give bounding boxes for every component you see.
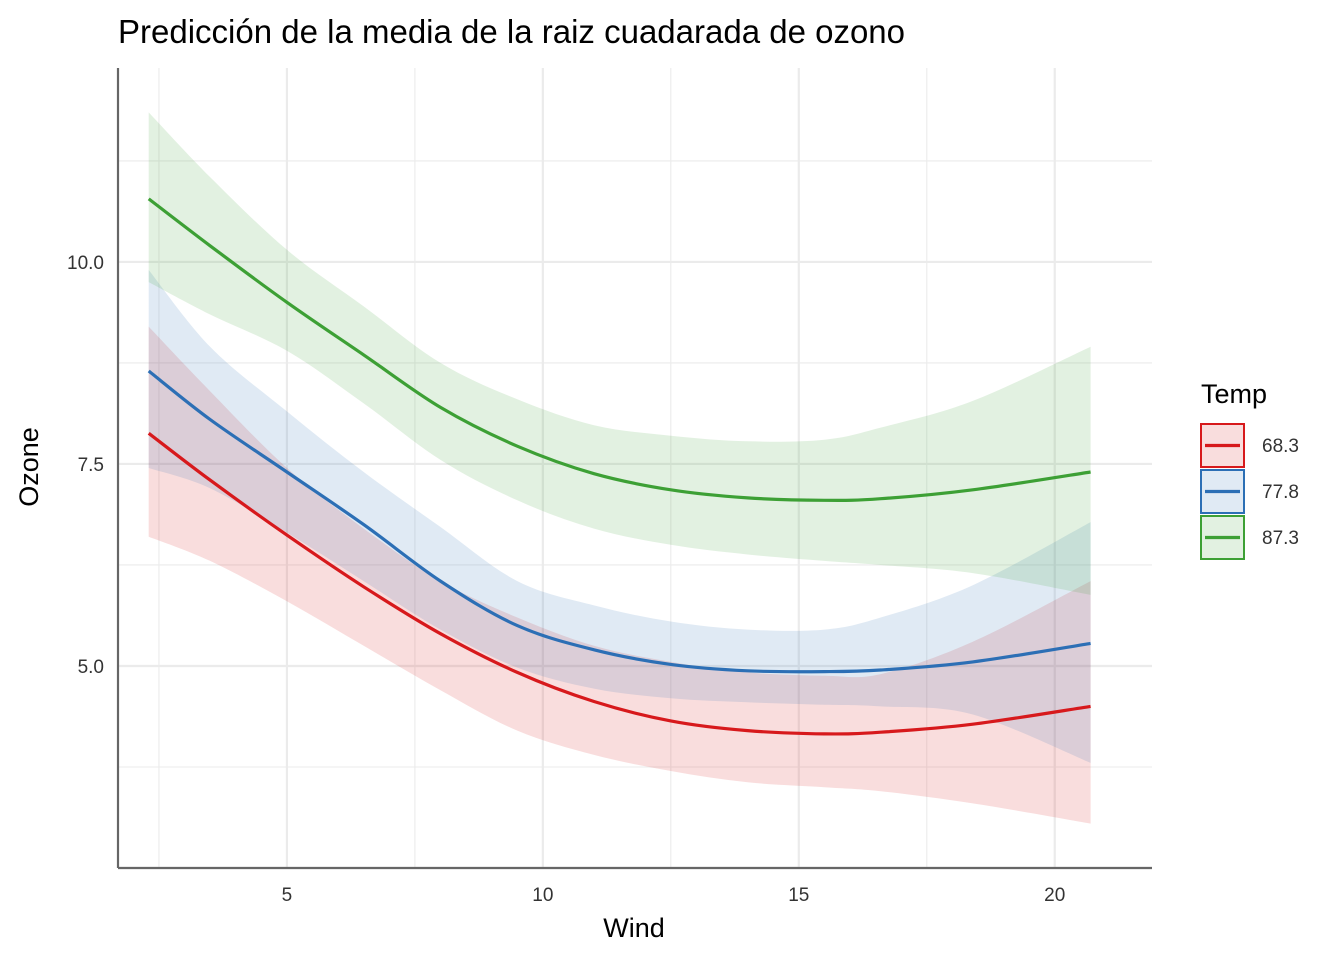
y-tick-label: 5.0 <box>78 657 104 678</box>
y-tick-label: 7.5 <box>78 455 104 476</box>
x-axis-label: Wind <box>603 913 665 943</box>
x-tick-label: 20 <box>1044 885 1065 906</box>
y-tick-label: 10.0 <box>67 253 104 274</box>
x-tick-label: 5 <box>282 885 293 906</box>
series-line-68.3 <box>147 432 1091 736</box>
legend-label: 87.3 <box>1262 528 1299 549</box>
confidence-bands <box>148 112 1091 824</box>
chart-title: Predicción de la media de la raiz cuadar… <box>118 13 905 50</box>
x-tick-labels: 5 10 15 20 <box>282 885 1066 906</box>
confidence-band-87.3 <box>148 112 1091 595</box>
legend-title: Temp <box>1201 379 1267 409</box>
confidence-band-77.8 <box>148 270 1091 763</box>
legend-label: 68.3 <box>1262 436 1299 457</box>
x-tick-label: 15 <box>788 885 809 906</box>
legend-item-68.3: 68.3 <box>1200 423 1299 468</box>
legend-item-87.3: 87.3 <box>1200 515 1299 560</box>
confidence-band-68.3 <box>148 326 1091 824</box>
axes <box>116 68 1152 870</box>
legend-item-77.8: 77.8 <box>1200 469 1299 514</box>
legend: Temp 68.3 77.8 87.3 <box>1200 379 1299 560</box>
series-line-87.3 <box>147 197 1091 502</box>
x-tick-label: 10 <box>532 885 553 906</box>
series-line-77.8 <box>147 369 1091 674</box>
y-axis-label: Ozone <box>14 427 44 507</box>
series-lines <box>147 197 1091 736</box>
legend-label: 77.8 <box>1262 482 1299 503</box>
y-tick-labels: 5.0 7.5 10.0 <box>67 253 104 678</box>
